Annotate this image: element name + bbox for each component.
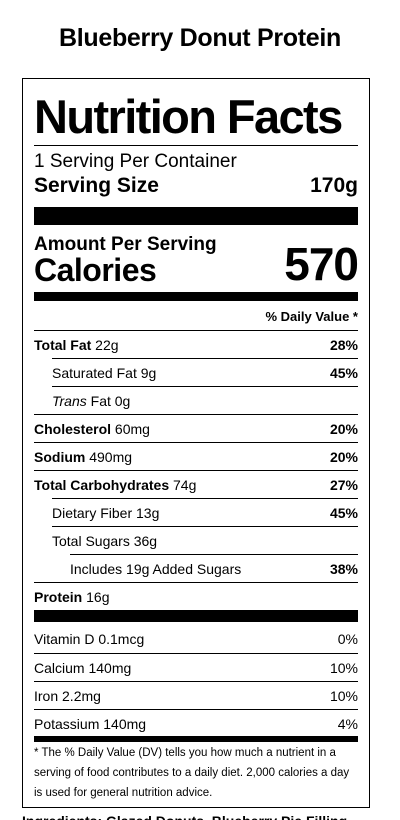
nutrient-row-cholesterol: Cholesterol 60mg 20% xyxy=(34,414,358,442)
nutrient-row-total-fat: Total Fat 22g 28% xyxy=(34,330,358,358)
divider-thick-vitamins xyxy=(34,610,358,622)
nutrient-label: Total Fat xyxy=(34,337,92,353)
nutrient-row-trans-fat: Trans Fat 0g xyxy=(52,386,358,414)
nutrient-amount: 60mg xyxy=(111,421,150,437)
vitamin-row-potassium: Potassium 140mg 4% xyxy=(34,709,358,737)
nutrient-row-total-carbohydrates: Total Carbohydrates 74g 27% xyxy=(34,470,358,498)
nutrient-dv: 20% xyxy=(329,449,358,465)
nutrient-label: Sodium xyxy=(34,449,86,465)
vitamin-name: Iron 2.2mg xyxy=(34,688,101,704)
amount-per-serving-label: Amount Per Serving xyxy=(34,234,217,255)
nutrient-amount: 16g xyxy=(82,589,110,605)
nutrient-name: Cholesterol 60mg xyxy=(34,415,150,443)
vitamin-row-iron: Iron 2.2mg 10% xyxy=(34,681,358,709)
serving-size-value: 170g xyxy=(310,174,358,197)
nutrient-dv: 38% xyxy=(329,561,358,577)
vitamin-row-calcium: Calcium 140mg 10% xyxy=(34,653,358,681)
vitamin-dv: 4% xyxy=(337,716,358,732)
divider-footnote xyxy=(34,736,358,742)
nutrient-name: Total Sugars 36g xyxy=(52,533,158,549)
divider-thick xyxy=(34,207,358,225)
nutrient-name: Total Carbohydrates 74g xyxy=(34,471,196,499)
nutrient-name: Protein 16g xyxy=(34,583,109,611)
nutrient-dv: 27% xyxy=(329,477,358,493)
vitamin-name: Calcium 140mg xyxy=(34,660,132,676)
nutrient-label-italic: Trans xyxy=(52,393,87,409)
serving-size-label: Serving Size xyxy=(34,174,159,197)
nutrient-name: Saturated Fat 9g xyxy=(52,365,157,381)
calories-label: Calories xyxy=(34,252,157,288)
nutrient-dv: 45% xyxy=(329,365,358,381)
calories-value: 570 xyxy=(284,238,359,290)
nutrient-row-added-sugars: Includes 19g Added Sugars 38% xyxy=(70,554,358,582)
daily-value-footnote: * The % Daily Value (DV) tells you how m… xyxy=(34,747,350,799)
nutrient-row-dietary-fiber: Dietary Fiber 13g 45% xyxy=(52,498,358,526)
nutrient-name: Total Fat 22g xyxy=(34,331,119,359)
divider-medium xyxy=(34,292,358,301)
nutrient-row-saturated-fat: Saturated Fat 9g 45% xyxy=(52,358,358,386)
nutrient-name: Includes 19g Added Sugars xyxy=(70,561,242,577)
vitamin-name: Vitamin D 0.1mcg xyxy=(34,631,145,647)
product-title: Blueberry Donut Protein xyxy=(58,24,342,52)
vitamin-name: Potassium 140mg xyxy=(34,716,147,732)
nutrient-name: Trans Fat 0g xyxy=(52,387,130,415)
nutrient-name: Dietary Fiber 13g xyxy=(52,505,160,521)
nutrient-amount: 490mg xyxy=(85,449,133,465)
nutrient-label: Cholesterol xyxy=(34,421,112,437)
nutrient-label: Protein xyxy=(34,589,83,605)
nutrient-amount: 74g xyxy=(169,477,197,493)
ingredients-text: Ingredients: Glazed Donuts, Blueberry Pi… xyxy=(22,808,352,820)
nutrient-dv: 28% xyxy=(329,337,358,353)
nutrition-facts-heading: Nutrition Facts xyxy=(34,90,343,143)
nutrient-amount: Fat 0g xyxy=(86,393,131,409)
vitamin-dv: 10% xyxy=(329,660,358,676)
nutrient-row-protein: Protein 16g xyxy=(34,582,358,610)
nutrient-row-sodium: Sodium 490mg 20% xyxy=(34,442,358,470)
vitamin-dv: 0% xyxy=(337,631,358,647)
daily-value-header: % Daily Value * xyxy=(265,309,359,324)
vitamin-row-vitamin-d: Vitamin D 0.1mcg 0% xyxy=(34,625,358,653)
divider-thin xyxy=(34,145,358,146)
nutrient-label: Total Carbohydrates xyxy=(34,477,170,493)
nutrition-facts-panel: Nutrition Facts 1 Serving Per Container … xyxy=(22,78,370,808)
nutrient-name: Sodium 490mg xyxy=(34,443,132,471)
nutrient-amount: 22g xyxy=(91,337,119,353)
nutrition-facts-inner: Nutrition Facts 1 Serving Per Container … xyxy=(34,79,359,807)
vitamin-dv: 10% xyxy=(329,688,358,704)
nutrient-row-total-sugars: Total Sugars 36g xyxy=(52,526,358,554)
nutrient-dv: 45% xyxy=(329,505,358,521)
nutrient-dv: 20% xyxy=(329,421,358,437)
servings-per-container: 1 Serving Per Container xyxy=(34,151,237,172)
